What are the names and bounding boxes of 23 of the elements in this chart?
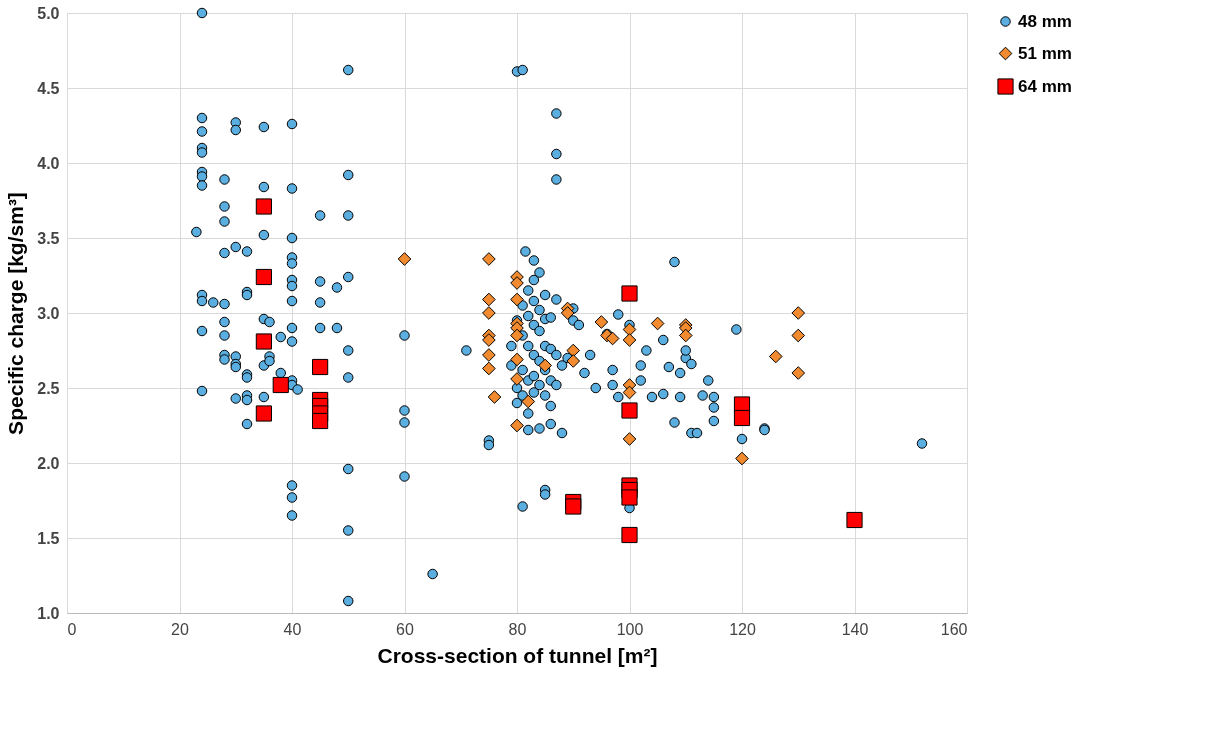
x-tick-label: 60 [396, 620, 414, 638]
y-tick-label: 3.0 [37, 304, 60, 322]
legend-label: 48 mm [1018, 11, 1072, 31]
x-tick-label: 100 [616, 620, 644, 638]
x-axis-title: Cross-section of tunnel [m²] [377, 643, 658, 667]
x-tick-label: 40 [283, 620, 302, 638]
x-tick-label: 80 [508, 620, 527, 638]
y-tick-label: 3.5 [37, 229, 60, 247]
x-tick-label: 20 [171, 620, 189, 638]
legend-label: 51 mm [1018, 43, 1072, 63]
x-tick-label: 120 [729, 620, 756, 638]
y-tick-label: 4.5 [37, 79, 60, 97]
y-tick-label: 4.0 [37, 154, 60, 172]
y-tick-label: 1.5 [37, 529, 60, 547]
y-tick-label: 1.0 [37, 604, 60, 622]
x-tick-label: 0 [67, 620, 77, 638]
x-tick-label: 140 [841, 620, 869, 638]
y-tick-label: 5.0 [37, 4, 60, 22]
x-tick-label: 160 [940, 620, 968, 638]
y-tick-label: 2.0 [37, 454, 60, 472]
y-tick-label: 2.5 [37, 379, 60, 397]
legend-label: 64 mm [1018, 76, 1072, 96]
y-axis-title: Specific charge [kg/sm³] [4, 192, 28, 435]
